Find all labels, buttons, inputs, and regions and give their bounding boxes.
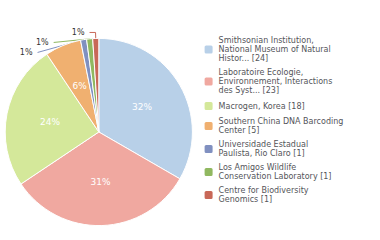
svg-text:1%: 1% bbox=[20, 48, 33, 57]
svg-text:Centre for Biodiversity: Centre for Biodiversity bbox=[219, 186, 309, 195]
svg-text:24%: 24% bbox=[40, 117, 60, 127]
svg-text:Histor... [24]: Histor... [24] bbox=[219, 54, 269, 63]
svg-text:6%: 6% bbox=[73, 81, 88, 91]
svg-text:National Museum of Natural: National Museum of Natural bbox=[219, 45, 331, 54]
svg-text:Conservation Laboratory [1]: Conservation Laboratory [1] bbox=[219, 172, 332, 181]
svg-text:Environnement, Interactions: Environnement, Interactions bbox=[219, 77, 333, 86]
svg-text:Paulista, Rio Claro [1]: Paulista, Rio Claro [1] bbox=[219, 149, 305, 158]
svg-text:31%: 31% bbox=[90, 177, 110, 187]
svg-text:Genomics [1]: Genomics [1] bbox=[219, 195, 273, 204]
svg-text:1%: 1% bbox=[72, 28, 85, 37]
svg-text:Center [5]: Center [5] bbox=[219, 126, 260, 135]
svg-text:Macrogen, Korea [18]: Macrogen, Korea [18] bbox=[219, 102, 305, 111]
svg-text:Los Amigos Wildlife: Los Amigos Wildlife bbox=[219, 163, 297, 172]
svg-text:des Syst... [23]: des Syst... [23] bbox=[219, 86, 279, 95]
svg-text:Southern China DNA Barcoding: Southern China DNA Barcoding bbox=[219, 117, 344, 126]
svg-text:Universidade Estadual: Universidade Estadual bbox=[219, 140, 309, 149]
svg-text:Smithsonian Institution,: Smithsonian Institution, bbox=[219, 36, 314, 45]
svg-text:1%: 1% bbox=[36, 38, 49, 47]
svg-text:32%: 32% bbox=[132, 102, 152, 112]
svg-text:Laboratoire Ecologie,: Laboratoire Ecologie, bbox=[219, 68, 304, 77]
